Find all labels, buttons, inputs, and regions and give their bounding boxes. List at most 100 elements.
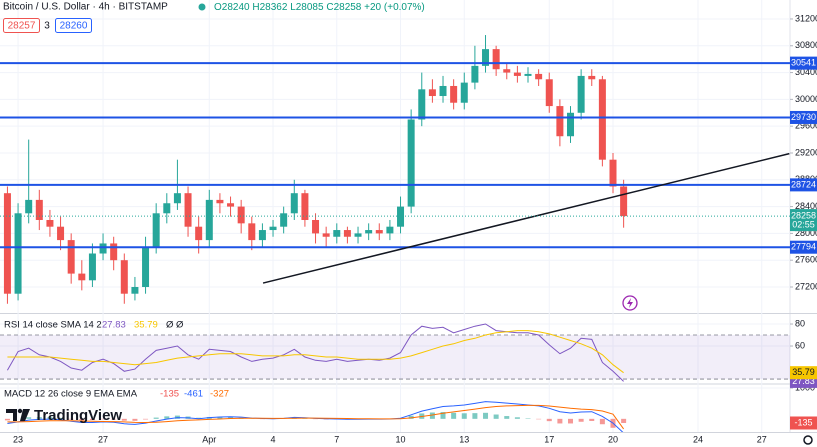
y-tick-label: 27200: [795, 281, 817, 291]
level-label: 30541: [791, 57, 816, 67]
x-tick-label: 10: [396, 434, 406, 444]
candle-body: [163, 203, 171, 214]
buy-price[interactable]: 28260: [60, 21, 88, 32]
level-label-box: [790, 178, 817, 192]
axes: 23 27 Apr 4 7 10 13 17 20 24 27 30541 29730 28724 2779…: [4, 56, 817, 444]
macd-histogram-bar: [26, 417, 32, 419]
candle-body: [67, 240, 75, 274]
candle-body: [131, 287, 139, 294]
level-label-box: [790, 56, 817, 70]
candle-body: [567, 112, 575, 137]
buy-box[interactable]: [55, 18, 92, 33]
pane: [0, 323, 790, 382]
macd-value-label: -135: [794, 417, 812, 427]
macd-histogram-bar: [4, 418, 10, 421]
macd-histogram-bar: [47, 417, 53, 419]
y-tick-label: 29200: [795, 147, 817, 157]
y-tick-label: 30400: [795, 67, 817, 77]
candle-body: [375, 230, 383, 234]
macd-histogram-bar: [429, 412, 435, 419]
sell-box[interactable]: [3, 18, 40, 33]
candle-body: [343, 230, 351, 237]
candle-body: [120, 260, 128, 294]
level-label: 28724: [791, 179, 816, 189]
x-tick-label: 7: [334, 434, 339, 444]
candle-body: [46, 219, 54, 227]
candle-body: [609, 159, 617, 187]
candle-body: [237, 206, 245, 224]
macd-histogram-bar: [451, 412, 457, 419]
candle-body: [280, 213, 288, 227]
candle-body: [428, 89, 436, 97]
candle-body: [588, 75, 596, 80]
pane-title: MACD 12 26 close 9 EMA EMA: [4, 389, 138, 400]
x-tick-label: 27: [98, 434, 108, 444]
candle-body: [152, 213, 160, 247]
rsi-value-label: 35.79: [792, 367, 815, 377]
candle-body: [598, 79, 606, 160]
candle-body: [301, 193, 309, 220]
macd-histogram-bar: [89, 418, 95, 421]
macd-histogram-bar: [461, 413, 467, 419]
candle-body: [577, 75, 585, 113]
macd-histogram-bar: [621, 418, 627, 423]
candle-body: [535, 73, 543, 80]
ohlc-legend: O28240 H28362 L28085 C28258 +20 (+0.07%): [214, 2, 425, 13]
candle-body: [524, 73, 532, 76]
macd-histogram-bar: [196, 417, 202, 419]
rsi-value-label-box: [790, 366, 817, 380]
last-price-box: [790, 209, 817, 232]
y-tick-label: 31200: [795, 13, 817, 23]
candle-body: [110, 243, 118, 261]
candle-body: [14, 213, 22, 294]
x-tick-label: 20: [608, 434, 618, 444]
candle-body: [99, 243, 107, 254]
countdown: 02:55: [792, 219, 815, 229]
candle-body: [439, 85, 447, 97]
plot: [0, 35, 790, 432]
pane-value: -135: [160, 389, 179, 400]
sell-price[interactable]: 28257: [8, 21, 36, 32]
x-tick-label: 17: [544, 434, 554, 444]
x-tick-label: 27: [757, 434, 767, 444]
macd-histogram-bar: [589, 418, 595, 421]
candle-body: [450, 85, 458, 103]
candle-body: [312, 219, 320, 234]
pane: [4, 401, 627, 432]
level-label: 27794: [791, 242, 816, 252]
candle-body: [258, 230, 266, 241]
y-tick-label: 29600: [795, 121, 817, 131]
candle-body: [460, 82, 468, 103]
candle-body: [248, 223, 256, 241]
symbol-title: Bitcoin / U.S. Dollar · 4h · BITSTAMP: [3, 2, 168, 13]
candle-body: [290, 193, 298, 214]
level-label-box: [790, 110, 817, 124]
candle-body: [216, 199, 224, 204]
pane-value: -327: [210, 389, 229, 400]
macd-line: [7, 404, 625, 430]
last-price: 28258: [791, 210, 816, 220]
candle-body: [227, 203, 235, 207]
x-tick-label: 4: [271, 434, 276, 444]
candle-body: [205, 199, 213, 241]
y-tick-label: 27600: [795, 255, 817, 265]
logo: TradingView: [6, 407, 122, 424]
y-tick-label: 30000: [795, 94, 817, 104]
event-bolt: [627, 298, 633, 308]
candle-body: [492, 49, 500, 70]
pane-title: RSI 14 close SMA 14 2: [4, 320, 102, 331]
macd-histogram-bar: [568, 418, 574, 424]
rsi-line: [7, 330, 624, 374]
pane-extra: Ø Ø: [166, 320, 184, 331]
macd-histogram-bar: [143, 418, 149, 420]
brand: TradingView: [34, 407, 122, 424]
pane-value: 35.79: [134, 320, 158, 331]
macd-histogram-bar: [599, 418, 605, 425]
ohlc-close: C28258: [326, 2, 361, 13]
macd-histogram-bar: [493, 414, 499, 419]
macd-histogram-bar: [472, 413, 478, 419]
settings-icon[interactable]: [803, 435, 813, 445]
macd-value-label-box: [790, 416, 817, 430]
